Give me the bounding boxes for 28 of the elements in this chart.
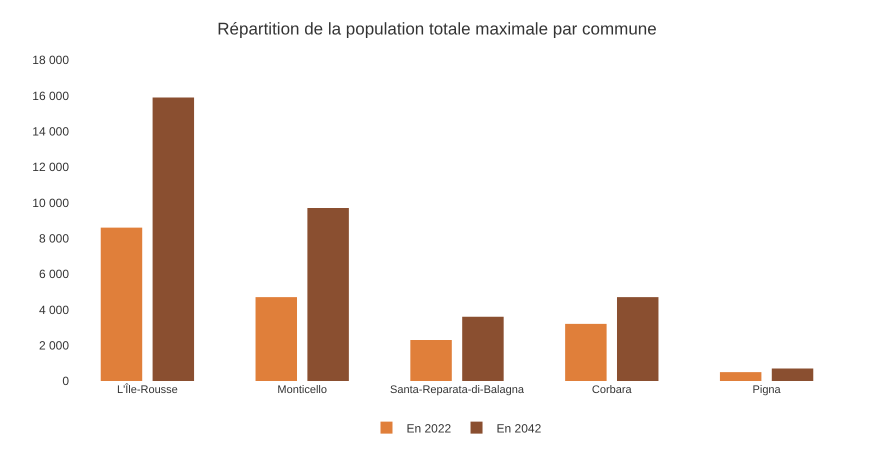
- bar: [772, 368, 814, 381]
- bar: [616, 297, 658, 381]
- y-tick-label: 16 000: [32, 88, 70, 103]
- y-tick-label: 2 000: [38, 338, 70, 353]
- y-tick-label: 10 000: [32, 196, 70, 210]
- y-tick-label: 8 000: [38, 232, 70, 246]
- bar: [720, 372, 762, 381]
- bar: [307, 208, 349, 381]
- x-tick-label: Corbara: [592, 384, 633, 396]
- y-tick-label: 4 000: [38, 302, 70, 317]
- y-tick-label: 12 000: [32, 160, 70, 174]
- chart-title: Répartition de la population totale maximale par commune: [217, 20, 657, 39]
- bar: [565, 324, 607, 381]
- x-tick-label: Pigna: [752, 384, 782, 396]
- bar: [256, 297, 298, 381]
- legend-label: En 2042: [496, 421, 542, 436]
- bar: [152, 97, 194, 381]
- x-tick-label: L'Île-Rousse: [117, 383, 178, 396]
- x-tick-label: Monticello: [277, 384, 327, 396]
- bar: [100, 228, 142, 381]
- y-tick-label: 18 000: [32, 53, 70, 68]
- legend-label: En 2022: [406, 421, 452, 436]
- bar: [410, 340, 452, 381]
- y-tick-label: 14 000: [32, 124, 70, 139]
- y-tick-label: 6 000: [38, 267, 70, 282]
- bar: [462, 316, 504, 381]
- y-tick-label: 0: [62, 374, 70, 388]
- x-tick-label: Santa-Reparata-di-Balagna: [390, 384, 525, 396]
